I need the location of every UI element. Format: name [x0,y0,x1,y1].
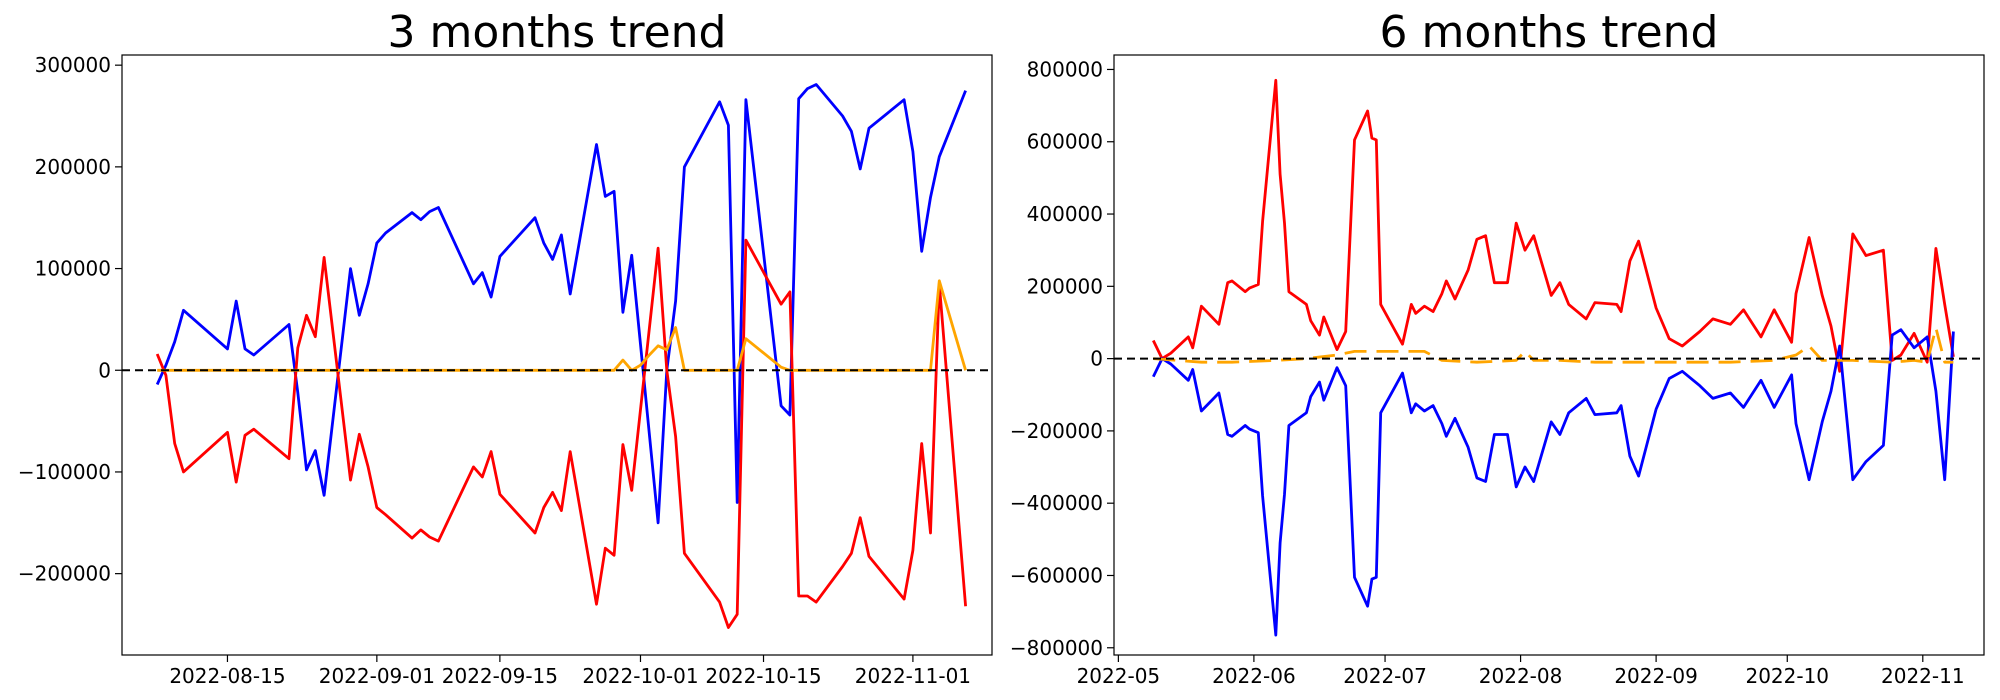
axes-frame [121,54,993,656]
chart-title: 3 months trend [388,7,727,58]
x-tick-label: 2022-08 [1479,664,1563,688]
x-tick-label: 2022-08-15 [169,664,285,688]
y-tick-label: 200000 [1027,274,1103,298]
y-tick-label: 300000 [35,53,111,77]
x-tick-label: 2022-10-15 [705,664,821,688]
x-tick-label: 2022-05 [1077,664,1161,688]
series-line-1 [1152,328,1955,637]
y-tick-label: −200000 [18,562,111,586]
y-tick-label: 400000 [1027,202,1103,226]
x-tick-label: 2022-11 [1881,664,1965,688]
x-tick-label: 2022-09-01 [319,664,435,688]
chart-title: 6 months trend [1380,7,1719,58]
y-tick-label: 200000 [35,155,111,179]
y-tick-label: −600000 [1010,563,1103,587]
chart-3-months: 3 months trend −200000 −100000 0 100000 2000… [18,7,993,688]
plot-area [122,83,992,629]
series-line-2 [157,279,967,372]
series-line-1 [155,238,967,629]
y-tick-label: 800000 [1027,57,1103,81]
series-line-2 [1153,326,1954,364]
y-tick-label: 0 [98,358,111,382]
y-tick-label: −200000 [1010,419,1103,443]
y-tick-label: 0 [1090,347,1103,371]
x-tick-label: 2022-07 [1343,664,1427,688]
x-tick-label: 2022-10-01 [582,664,698,688]
chart-6-months: 6 months trend −800000 −600000 −400000 −200… [1010,7,1985,688]
x-tick-label: 2022-09-15 [442,664,558,688]
x-tick-label: 2022-10 [1745,664,1829,688]
y-tick-label: 100000 [35,257,111,281]
axes-frame [1113,54,1985,656]
y-tick-label: −100000 [18,460,111,484]
x-tick-label: 2022-11-01 [855,664,971,688]
y-tick-label: −800000 [1010,636,1103,660]
plot-area [1114,78,1984,637]
series-line-0 [1152,78,1955,373]
series-line-0 [155,83,967,525]
y-tick-label: −400000 [1010,491,1103,515]
x-tick-label: 2022-06 [1212,664,1296,688]
y-tick-label: 600000 [1027,130,1103,154]
x-tick-label: 2022-09 [1614,664,1698,688]
